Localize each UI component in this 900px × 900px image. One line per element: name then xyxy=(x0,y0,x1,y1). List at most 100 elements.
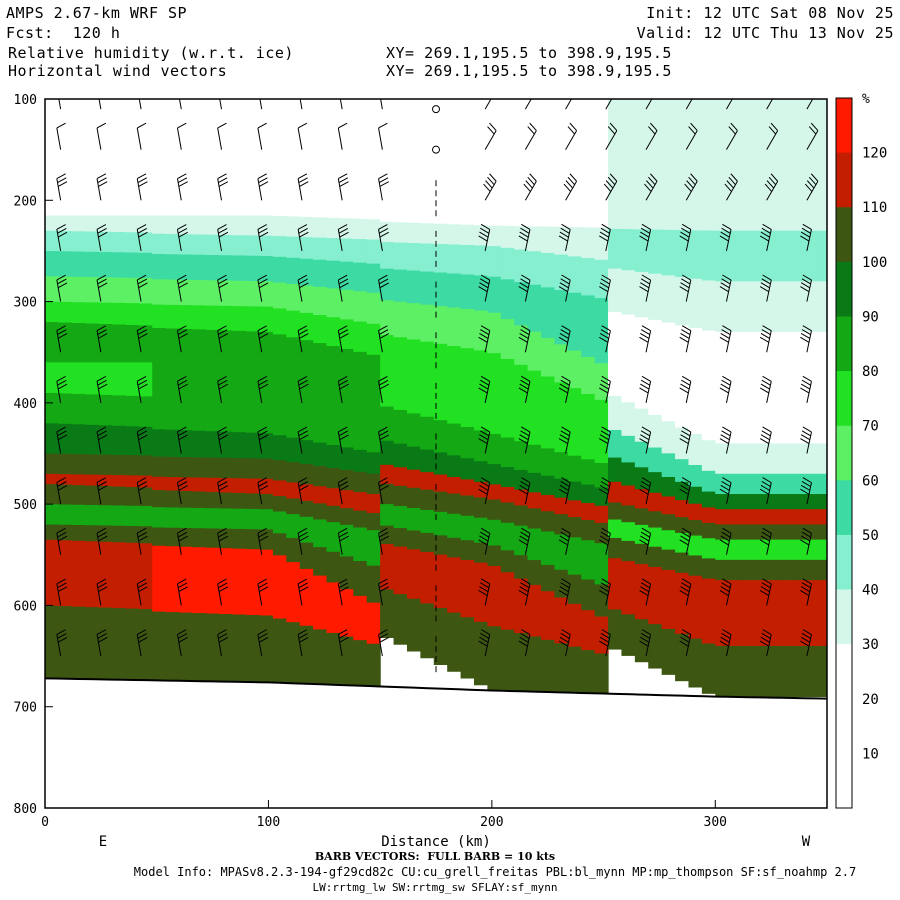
barb-flag xyxy=(56,578,66,585)
rh-cell xyxy=(406,243,421,271)
barb-flag xyxy=(722,629,732,635)
rh-cell xyxy=(742,230,757,282)
barb-flag xyxy=(479,282,489,289)
rh-cell xyxy=(246,281,261,307)
barb-flag xyxy=(57,329,67,335)
rh-cell xyxy=(621,540,636,562)
wind-barb xyxy=(297,224,309,252)
barb-flag xyxy=(720,636,730,643)
rh-cell xyxy=(380,268,395,301)
barb-flag xyxy=(559,383,569,390)
barb-flag xyxy=(258,177,268,183)
barb-flag xyxy=(478,387,488,394)
barb-flag xyxy=(298,83,307,88)
rh-cell xyxy=(98,99,113,216)
rh-cell xyxy=(299,340,314,373)
terrain-line xyxy=(45,677,827,700)
barb-flag xyxy=(640,632,651,639)
barb-flag xyxy=(690,122,698,131)
rh-cell xyxy=(554,597,569,644)
barb-flag xyxy=(379,231,389,238)
barb-flag xyxy=(177,173,187,180)
barb-flag xyxy=(339,434,349,441)
rh-cell xyxy=(541,448,556,477)
rh-cell xyxy=(447,273,462,308)
wind-barb xyxy=(639,426,652,454)
wind-barb xyxy=(478,629,491,657)
barb-flag xyxy=(178,231,188,238)
rh-cell xyxy=(353,321,368,353)
rh-cell xyxy=(782,539,797,561)
barb-flag xyxy=(530,83,537,90)
rh-cell xyxy=(353,510,368,528)
barb-flag xyxy=(57,481,67,487)
wind-barb xyxy=(518,578,531,606)
rh-cell xyxy=(246,402,261,434)
init-time: Init: 12 UTC Sat 08 Nov 25 xyxy=(646,4,894,22)
barb-flag xyxy=(520,531,530,538)
rh-cell xyxy=(473,430,488,462)
rh-cell xyxy=(339,636,354,686)
barb-flag xyxy=(639,235,649,242)
rh-cell xyxy=(286,482,301,499)
rh-cell xyxy=(71,302,86,324)
barb-flag xyxy=(56,426,66,433)
barb-flag xyxy=(518,387,528,394)
rh-cell xyxy=(259,331,274,363)
rh-cell xyxy=(272,480,287,497)
wind-barb xyxy=(297,477,309,505)
rh-cell xyxy=(58,301,73,323)
rh-cell xyxy=(246,478,261,494)
rh-cell xyxy=(98,425,113,455)
rh-cell xyxy=(768,230,783,282)
rh-cell xyxy=(661,421,676,454)
wind-barb xyxy=(800,527,812,555)
rh-cell xyxy=(554,643,569,693)
rh-cell xyxy=(353,492,368,512)
wind-barb xyxy=(478,223,491,252)
wind-barb xyxy=(337,224,349,252)
barb-flag xyxy=(137,329,147,335)
wind-barb xyxy=(96,224,108,252)
barb-flag xyxy=(299,181,309,187)
rh-cell xyxy=(272,511,287,534)
barb-flag xyxy=(489,122,497,131)
rh-cell xyxy=(594,99,609,228)
barb-flag xyxy=(257,527,267,534)
wind-barb xyxy=(518,325,531,353)
barb-flag xyxy=(378,325,388,331)
barb-flag xyxy=(679,235,689,242)
rh-cell xyxy=(339,261,354,291)
barb-staff xyxy=(257,127,263,150)
barb-flag xyxy=(338,227,349,234)
rh-cell xyxy=(393,99,408,223)
rh-cell xyxy=(85,277,100,303)
rh-cell xyxy=(822,559,827,581)
barb-flag xyxy=(760,434,770,441)
barb-flag xyxy=(98,282,108,289)
wind-barb xyxy=(432,105,440,114)
wind-barb xyxy=(599,223,611,252)
barb-flag xyxy=(138,637,148,643)
rh-cell xyxy=(286,537,301,563)
rh-cell xyxy=(447,346,462,385)
barb-flag xyxy=(480,527,490,534)
rh-cell xyxy=(500,550,515,573)
barb-flag xyxy=(569,122,577,131)
rh-cell xyxy=(112,486,127,506)
rh-cell xyxy=(768,443,783,475)
barb-flag xyxy=(487,176,495,185)
rh-cell xyxy=(514,325,529,366)
barb-flag xyxy=(177,582,188,589)
rh-cell xyxy=(688,520,703,536)
rh-cell xyxy=(205,613,220,682)
rh-cell xyxy=(326,346,341,380)
barb-flag xyxy=(479,636,489,643)
barb-flag xyxy=(57,282,68,289)
rh-cell xyxy=(246,362,261,403)
barb-flag xyxy=(258,582,268,589)
rh-cell xyxy=(795,473,810,495)
rh-cell xyxy=(58,276,73,303)
barb-flag xyxy=(520,632,530,639)
barb-flag xyxy=(177,527,187,534)
